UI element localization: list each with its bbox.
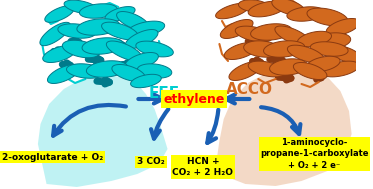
Polygon shape	[131, 74, 161, 88]
Polygon shape	[106, 41, 142, 61]
Polygon shape	[66, 64, 104, 78]
Polygon shape	[217, 69, 352, 186]
Polygon shape	[127, 21, 164, 37]
Polygon shape	[87, 61, 128, 77]
Polygon shape	[117, 12, 149, 30]
Polygon shape	[62, 40, 100, 58]
Polygon shape	[125, 29, 158, 48]
Polygon shape	[248, 61, 286, 77]
Text: ACCO: ACCO	[225, 81, 272, 97]
Text: ethylene: ethylene	[164, 92, 225, 105]
Polygon shape	[270, 59, 307, 75]
Polygon shape	[251, 24, 292, 40]
Polygon shape	[64, 0, 98, 14]
Polygon shape	[287, 45, 324, 63]
Polygon shape	[275, 26, 311, 46]
Polygon shape	[58, 24, 96, 38]
Polygon shape	[272, 0, 305, 15]
Polygon shape	[220, 19, 253, 39]
Polygon shape	[244, 41, 282, 57]
Polygon shape	[38, 74, 167, 187]
Polygon shape	[79, 4, 117, 18]
Text: HCN +
CO₂ + 2 H₂O: HCN + CO₂ + 2 H₂O	[172, 157, 233, 177]
Polygon shape	[307, 8, 348, 26]
Polygon shape	[136, 41, 173, 57]
Polygon shape	[77, 19, 120, 35]
Polygon shape	[238, 0, 269, 12]
Polygon shape	[326, 19, 360, 36]
Text: 1-aminocyclo-
propane-1-carboxylate
+ O₂ + 2 e⁻: 1-aminocyclo- propane-1-carboxylate + O₂…	[260, 138, 369, 170]
Polygon shape	[82, 38, 123, 54]
Polygon shape	[216, 3, 249, 19]
Polygon shape	[306, 56, 340, 72]
Polygon shape	[47, 64, 80, 84]
Polygon shape	[125, 53, 159, 70]
Polygon shape	[328, 46, 361, 63]
Polygon shape	[248, 1, 286, 17]
Polygon shape	[229, 61, 262, 81]
Text: 2-oxoglutarate + O₂: 2-oxoglutarate + O₂	[2, 153, 103, 161]
Text: EFE: EFE	[148, 87, 180, 101]
Text: 3 CO₂: 3 CO₂	[137, 157, 165, 167]
Polygon shape	[45, 6, 74, 22]
Polygon shape	[40, 22, 70, 46]
Polygon shape	[235, 26, 273, 42]
Polygon shape	[112, 64, 145, 81]
Polygon shape	[297, 31, 332, 47]
Polygon shape	[224, 43, 258, 60]
Polygon shape	[294, 63, 327, 80]
Polygon shape	[313, 33, 351, 49]
Polygon shape	[137, 64, 172, 78]
Polygon shape	[310, 42, 348, 56]
Polygon shape	[264, 41, 305, 57]
Polygon shape	[287, 7, 325, 21]
Polygon shape	[322, 61, 359, 77]
Polygon shape	[43, 46, 76, 63]
Polygon shape	[101, 22, 138, 40]
Polygon shape	[105, 7, 135, 21]
